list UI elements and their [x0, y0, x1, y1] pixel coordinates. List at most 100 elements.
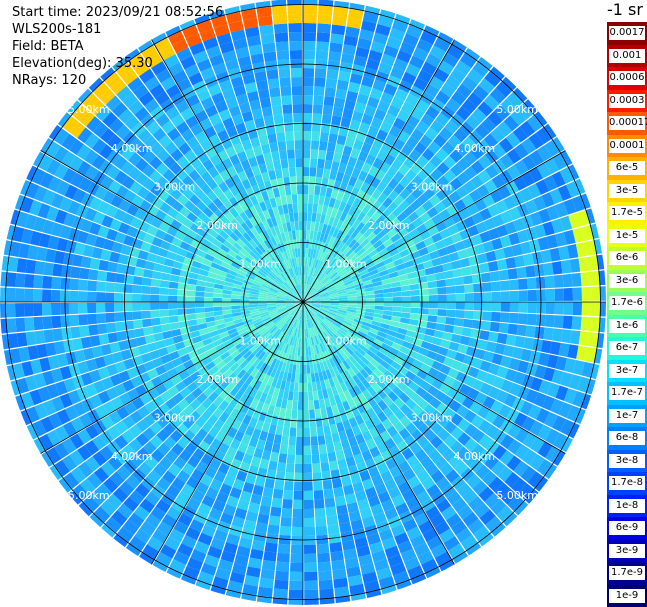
range-gate-cell	[567, 163, 583, 181]
range-gate-cell	[267, 524, 280, 535]
range-gate-cell	[223, 189, 234, 201]
range-gate-cell	[266, 218, 274, 229]
range-gate-cell	[447, 134, 462, 149]
range-gate-cell	[250, 331, 260, 340]
range-gate-cell	[271, 245, 279, 256]
range-ring-label: 2.00km	[368, 373, 410, 386]
range-gate-cell	[196, 317, 207, 325]
range-gate-cell	[279, 149, 288, 160]
range-gate-cell	[266, 69, 279, 80]
range-gate-cell	[160, 323, 171, 332]
range-gate-cell	[229, 331, 239, 339]
range-gate-cell	[430, 435, 444, 449]
range-gate-cell	[331, 386, 339, 397]
range-gate-cell	[303, 266, 305, 276]
range-gate-cell	[426, 206, 439, 219]
range-gate-cell	[388, 346, 400, 356]
range-gate-cell	[482, 194, 496, 208]
range-gate-cell	[438, 559, 456, 575]
range-gate-cell	[336, 402, 345, 414]
range-gate-cell	[498, 269, 509, 281]
range-gate-cell	[324, 379, 331, 389]
range-gate-cell	[201, 494, 216, 508]
range-gate-cell	[399, 317, 410, 325]
range-gate-cell	[355, 221, 365, 232]
range-gate-cell	[112, 487, 129, 503]
range-gate-cell	[125, 474, 141, 490]
range-gate-cell	[42, 275, 53, 289]
range-gate-cell	[298, 284, 302, 294]
range-gate-cell	[309, 289, 317, 296]
range-gate-cell	[333, 394, 342, 405]
range-gate-cell	[235, 272, 246, 280]
range-gate-cell	[174, 254, 186, 264]
range-gate-cell	[497, 466, 513, 482]
range-gate-cell	[269, 326, 278, 334]
range-gate-cell	[351, 110, 364, 123]
range-gate-cell	[490, 522, 508, 539]
range-gate-cell	[340, 117, 352, 128]
range-gate-cell	[77, 428, 92, 445]
range-gate-cell	[418, 247, 429, 257]
range-gate-cell	[155, 383, 168, 396]
range-gate-cell	[339, 61, 353, 73]
range-gate-cell	[356, 347, 366, 356]
range-gate-cell	[555, 202, 568, 218]
range-gate-cell	[544, 411, 558, 428]
range-gate-cell	[6, 303, 16, 318]
range-gate-cell	[426, 243, 438, 254]
range-gate-cell	[423, 22, 441, 37]
range-gate-cell	[469, 401, 483, 415]
range-gate-cell	[290, 185, 297, 195]
range-gate-cell	[283, 417, 291, 428]
range-gate-cell	[327, 338, 335, 348]
range-gate-cell	[306, 285, 312, 294]
range-gate-cell	[349, 73, 363, 85]
range-ring-label: 1.00km	[325, 257, 367, 270]
range-gate-cell	[237, 327, 247, 335]
range-gate-cell	[485, 250, 497, 262]
range-gate-cell	[255, 522, 268, 534]
range-gate-cell	[176, 423, 189, 436]
range-gate-cell	[317, 286, 326, 293]
range-gate-cell	[516, 229, 529, 243]
range-gate-cell	[310, 257, 315, 268]
range-gate-cell	[500, 434, 515, 450]
range-gate-cell	[431, 360, 443, 371]
range-gate-cell	[238, 422, 249, 434]
range-gate-cell	[228, 20, 244, 33]
range-gate-cell	[129, 489, 145, 505]
range-gate-cell	[401, 376, 413, 387]
range-gate-cell	[328, 310, 338, 315]
range-gate-cell	[204, 253, 215, 262]
range-gate-cell	[264, 413, 273, 424]
range-gate-cell	[326, 206, 334, 217]
range-gate-cell	[306, 275, 310, 285]
range-gate-cell	[387, 104, 401, 118]
range-gate-cell	[292, 95, 303, 105]
range-gate-cell	[244, 119, 256, 131]
range-gate-cell	[53, 146, 69, 163]
range-gate-cell	[106, 322, 117, 333]
range-gate-cell	[303, 364, 307, 374]
range-gate-cell	[355, 313, 365, 319]
range-gate-cell	[316, 362, 322, 373]
range-gate-cell	[409, 55, 425, 69]
range-gate-cell	[347, 128, 358, 140]
range-gate-cell	[364, 580, 380, 593]
range-gate-cell	[269, 311, 279, 317]
range-gate-cell	[313, 315, 320, 324]
range-gate-cell	[310, 427, 318, 437]
range-gate-cell	[87, 280, 98, 292]
range-gate-cell	[491, 311, 501, 322]
range-gate-cell	[558, 401, 572, 419]
range-gate-cell	[100, 415, 115, 430]
range-gate-cell	[196, 88, 211, 102]
range-gate-cell	[156, 148, 170, 162]
range-gate-cell	[274, 265, 282, 275]
range-gate-cell	[370, 211, 381, 222]
range-gate-cell	[364, 173, 375, 185]
range-gate-cell	[55, 380, 68, 396]
range-gate-cell	[144, 400, 158, 414]
range-gate-cell	[364, 287, 375, 292]
